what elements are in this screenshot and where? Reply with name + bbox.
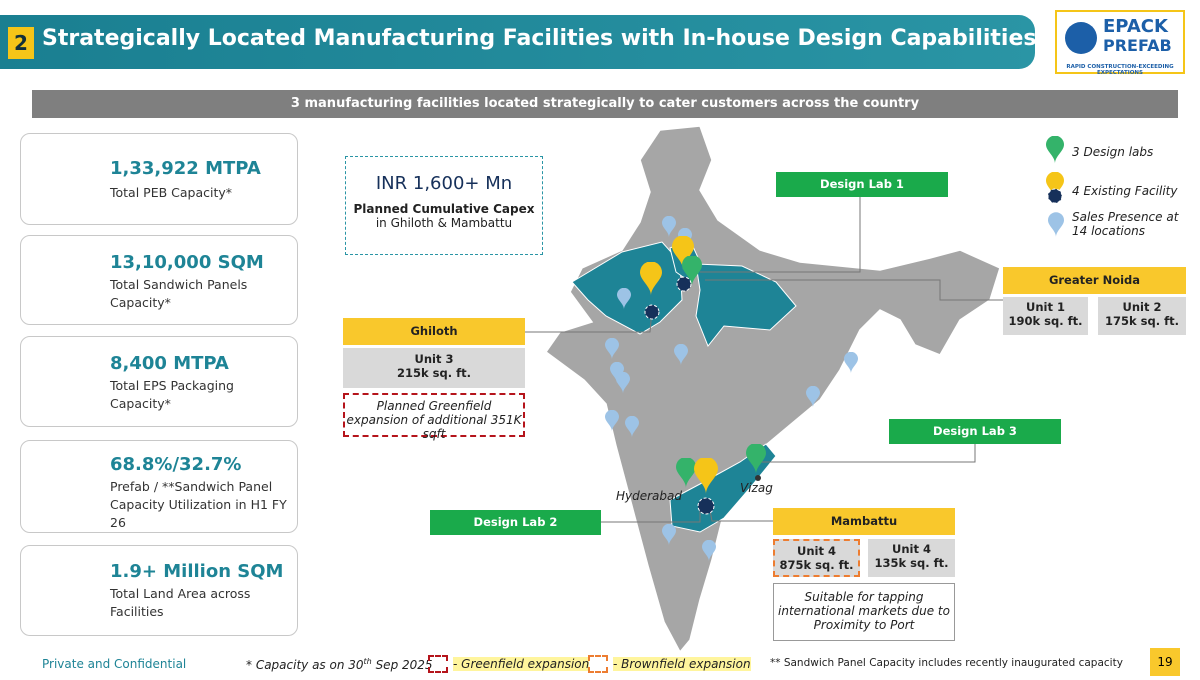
facility-title: Ghiloth: [343, 318, 525, 345]
logo-mark: [1065, 22, 1097, 54]
note-sup: th: [363, 657, 372, 666]
logo-tagline: RAPID CONSTRUCTION-EXCEEDING EXPECTATION…: [1066, 64, 1174, 76]
kpi-value: 8,400 MTPA: [110, 353, 229, 374]
leader-lines: [525, 197, 1003, 523]
confidential: Private and Confidential: [42, 657, 187, 671]
brownfield-key: [588, 655, 608, 673]
unit-box: Unit 3 215k sq. ft.: [343, 348, 525, 388]
kpi-value: 1.9+ Million SQM: [110, 561, 284, 582]
logo-name: EPACK: [1103, 16, 1168, 37]
header-bar: [0, 15, 1035, 69]
unit-name: Unit 4: [892, 542, 931, 556]
kpi-card: [20, 235, 298, 325]
capex-label: Planned Cumulative Capex: [353, 202, 535, 216]
facility-title: Mambattu: [773, 508, 955, 535]
note-part: Sep 2025: [371, 658, 433, 672]
port-note: Suitable for tapping international marke…: [773, 583, 955, 641]
note-part: * Capacity as on 30: [246, 658, 364, 672]
kpi-label: Prefab / **Sandwich Panel Capacity Utili…: [110, 479, 287, 530]
brownfield-text: - Brownfield expansion: [613, 657, 751, 671]
capex-sub: in Ghiloth & Mambattu: [375, 216, 513, 230]
greenfield-note: Planned Greenfield expansion of addition…: [343, 393, 525, 441]
logo: EPACK PREFAB RAPID CONSTRUCTION-EXCEEDIN…: [1055, 10, 1185, 76]
slide-number-badge: 2: [8, 27, 34, 59]
kpi-label: Total EPS Packaging Capacity*: [110, 378, 234, 411]
kpi-card: [20, 440, 298, 533]
facility-title: Greater Noida: [1003, 267, 1186, 294]
kpi-value: 68.8%/32.7%: [110, 454, 242, 475]
city-label: Vizag: [740, 481, 773, 495]
design-lab-label: Design Lab 1: [776, 172, 948, 197]
unit-name: Unit 2: [1122, 300, 1162, 314]
design-lab-label: Design Lab 2: [430, 510, 601, 535]
unit-area: 215k sq. ft.: [397, 366, 471, 380]
city-label: Hyderabad: [616, 489, 682, 503]
logo-sub: PREFAB: [1103, 36, 1172, 55]
kpi-card: [20, 336, 298, 427]
pins: [605, 136, 1064, 562]
slide-title: Strategically Located Manufacturing Faci…: [42, 26, 1037, 51]
kpi-label: Total Land Area across Facilities: [110, 586, 251, 619]
kpi-label: Total Sandwich Panels Capacity*: [110, 277, 248, 310]
kpi-card: [20, 133, 298, 225]
greenfield-key: [428, 655, 448, 673]
unit-name: Unit 3: [414, 352, 454, 366]
design-lab-label: Design Lab 3: [889, 419, 1061, 444]
unit-name: Unit 4: [797, 544, 836, 558]
unit-area: 175k sq. ft.: [1105, 314, 1179, 328]
unit-area: 135k sq. ft.: [874, 556, 949, 570]
capacity-note: * Capacity as on 30th Sep 2025: [246, 657, 433, 672]
region-andhra: [669, 443, 777, 533]
unit-area: 875k sq. ft.: [779, 558, 854, 572]
sandwich-note: ** Sandwich Panel Capacity includes rece…: [770, 657, 1123, 669]
unit-area: 190k sq. ft.: [1008, 314, 1083, 328]
banner: 3 manufacturing facilities located strat…: [32, 90, 1178, 118]
unit-box: Unit 4 135k sq. ft.: [868, 539, 955, 577]
region-up: [695, 263, 797, 347]
kpi-value: 1,33,922 MTPA: [110, 158, 261, 179]
kpi-value: 13,10,000 SQM: [110, 252, 264, 273]
unit-name: Unit 1: [1026, 300, 1065, 314]
capex-box: INR 1,600+ Mn Planned Cumulative Capex i…: [345, 156, 543, 255]
unit-box: Unit 2 175k sq. ft.: [1098, 297, 1186, 335]
legend-item: Sales Presence at 14 locations: [1072, 210, 1179, 238]
legend-item: 4 Existing Facility: [1072, 184, 1178, 198]
kpi-card: [20, 545, 298, 636]
legend-item: 3 Design labs: [1072, 145, 1154, 159]
greenfield-text: - Greenfield expansion: [453, 657, 590, 671]
page-number: 19: [1150, 648, 1180, 676]
kpi-label: Total PEB Capacity*: [110, 185, 233, 200]
unit-box: Unit 4 875k sq. ft.: [773, 539, 860, 577]
unit-box: Unit 1 190k sq. ft.: [1003, 297, 1088, 335]
capex-value: INR 1,600+ Mn: [375, 173, 513, 194]
